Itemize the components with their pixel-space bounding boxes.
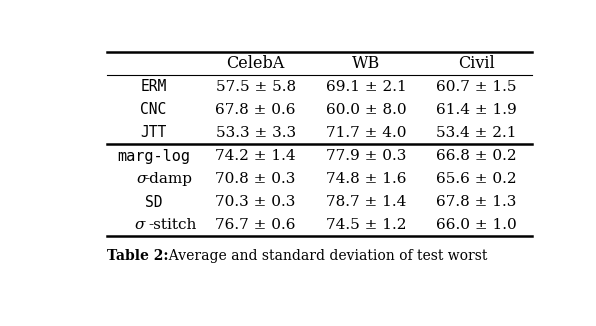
Text: 74.8 ± 1.6: 74.8 ± 1.6	[326, 172, 406, 186]
Text: 76.7 ± 0.6: 76.7 ± 0.6	[215, 218, 296, 232]
Text: Civil: Civil	[458, 55, 495, 72]
Text: 74.2 ± 1.4: 74.2 ± 1.4	[215, 149, 296, 163]
Text: CelebA: CelebA	[226, 55, 285, 72]
Text: 61.4 ± 1.9: 61.4 ± 1.9	[436, 103, 517, 117]
Text: WB: WB	[352, 55, 380, 72]
Text: 70.3 ± 0.3: 70.3 ± 0.3	[215, 195, 296, 209]
Text: 60.7 ± 1.5: 60.7 ± 1.5	[436, 80, 517, 94]
Text: 53.4 ± 2.1: 53.4 ± 2.1	[436, 126, 517, 140]
Text: 53.3 ± 3.3: 53.3 ± 3.3	[216, 126, 296, 140]
Text: 60.0 ± 8.0: 60.0 ± 8.0	[326, 103, 406, 117]
Text: σ: σ	[135, 218, 145, 232]
Text: 69.1 ± 2.1: 69.1 ± 2.1	[325, 80, 406, 94]
Text: 66.0 ± 1.0: 66.0 ± 1.0	[436, 218, 517, 232]
Text: 78.7 ± 1.4: 78.7 ± 1.4	[326, 195, 406, 209]
Text: ERM: ERM	[141, 79, 167, 94]
Text: -stitch: -stitch	[149, 218, 197, 232]
Text: marg-log: marg-log	[117, 149, 190, 164]
Text: 67.8 ± 1.3: 67.8 ± 1.3	[436, 195, 517, 209]
Text: 66.8 ± 0.2: 66.8 ± 0.2	[436, 149, 517, 163]
Text: 67.8 ± 0.6: 67.8 ± 0.6	[215, 103, 296, 117]
Text: 77.9 ± 0.3: 77.9 ± 0.3	[326, 149, 406, 163]
Text: Average and standard deviation of test worst: Average and standard deviation of test w…	[160, 249, 488, 263]
Text: CNC: CNC	[141, 102, 167, 117]
Text: 71.7 ± 4.0: 71.7 ± 4.0	[326, 126, 406, 140]
Text: SD: SD	[145, 195, 162, 210]
Text: 65.6 ± 0.2: 65.6 ± 0.2	[436, 172, 517, 186]
Text: JTT: JTT	[141, 126, 167, 141]
Text: σ: σ	[137, 172, 147, 186]
Text: 57.5 ± 5.8: 57.5 ± 5.8	[216, 80, 296, 94]
Text: 70.8 ± 0.3: 70.8 ± 0.3	[215, 172, 296, 186]
Text: Table 2:: Table 2:	[107, 249, 168, 263]
Text: 74.5 ± 1.2: 74.5 ± 1.2	[326, 218, 406, 232]
Text: -damp: -damp	[144, 172, 193, 186]
